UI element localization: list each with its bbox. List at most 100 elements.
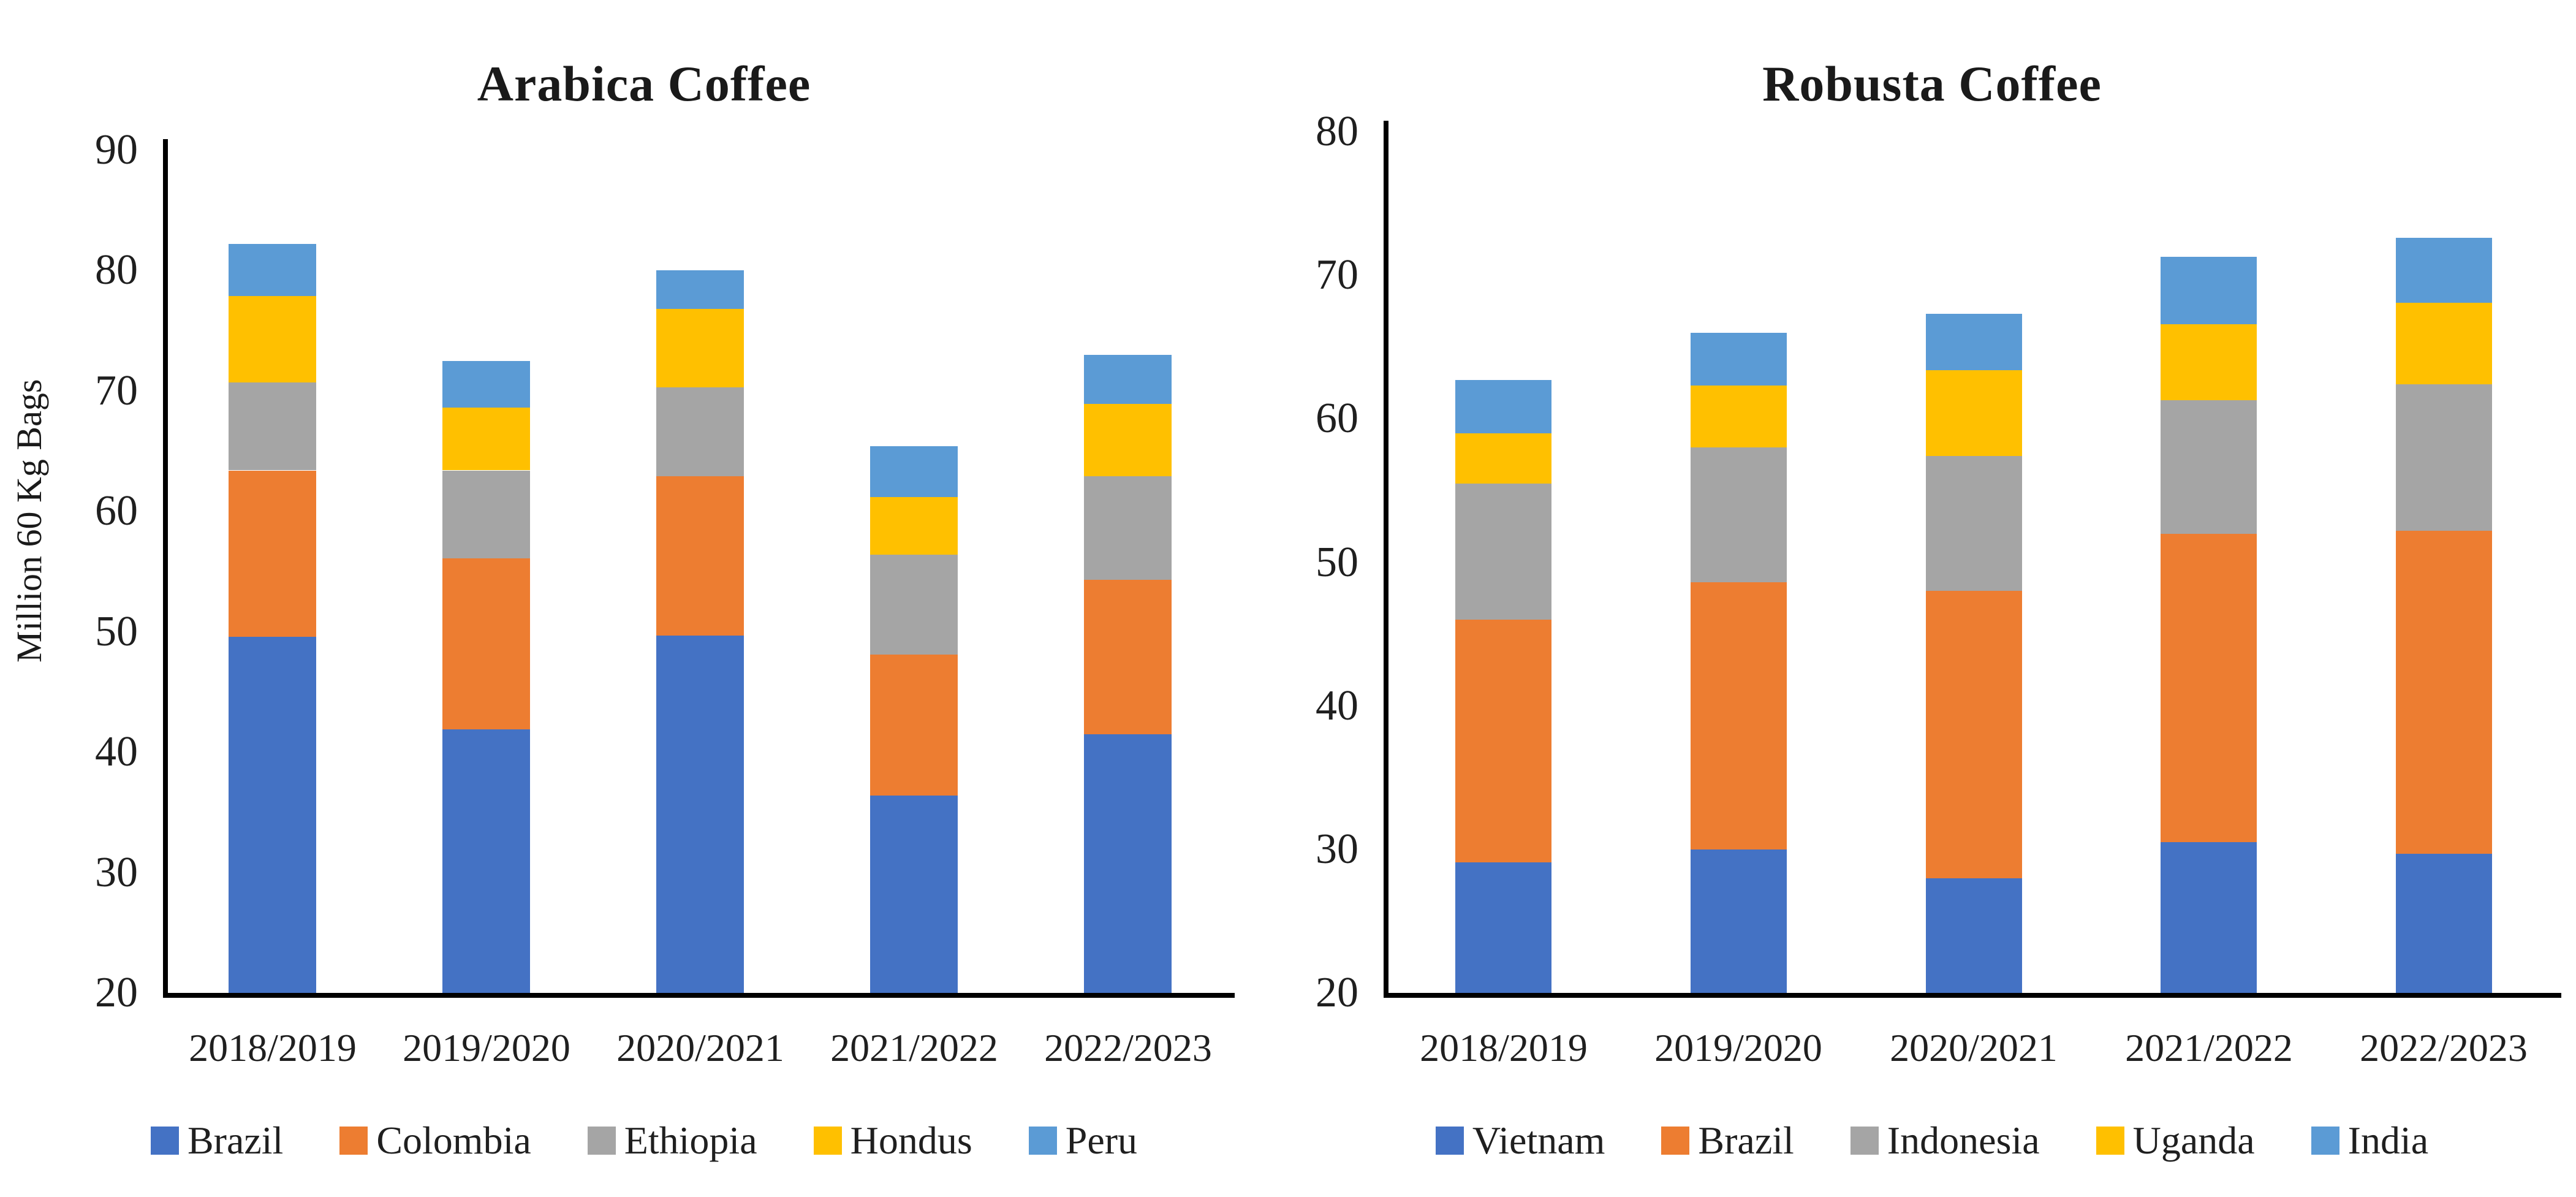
x-category-label: 2021/2022 xyxy=(2125,1026,2293,1070)
bar-segment-uganda-2022/2023 xyxy=(2396,302,2492,385)
robusta-chart-panel: Robusta Coffee 80 70 60 50 40 30 20 2018/2019 20… xyxy=(1288,0,2576,1197)
bar-segment-peru-2020/2021 xyxy=(656,270,744,310)
legend-item-peru: Peru xyxy=(1028,1119,1138,1162)
bar-segment-peru-2021/2022 xyxy=(870,446,958,497)
arabica-legend: Brazil Colombia Ethiopia Hondus Peru xyxy=(0,1120,1288,1161)
bar-segment-ethiopia-2020/2021 xyxy=(656,387,744,477)
legend-swatch-vietnam xyxy=(1435,1127,1464,1155)
bar-segment-peru-2022/2023 xyxy=(1084,354,1172,405)
legend-item-ethiopia: Ethiopia xyxy=(587,1120,757,1161)
bar-segment-india-2021/2022 xyxy=(2161,256,2257,324)
x-axis-line xyxy=(1384,993,2561,998)
bar-segment-colombia-2019/2020 xyxy=(442,558,530,729)
bar-segment-brazil-2018/2019 xyxy=(229,636,316,993)
y-tick-label-40: 40 xyxy=(95,728,138,776)
legend-label-indonesia: Indonesia xyxy=(1887,1119,2040,1162)
y-tick-label-90: 90 xyxy=(95,126,138,173)
arabica-chart-panel: Arabica Coffee Million 60 Kg Bags 90 80 70… xyxy=(0,56,1288,1161)
legend-label-vietnam: Vietnam xyxy=(1472,1119,1605,1162)
robusta-legend: Vietnam Brazil Indonesia Uganda India xyxy=(1288,1120,2576,1161)
bar-segment-ethiopia-2022/2023 xyxy=(1084,476,1172,580)
y-tick-label-20: 20 xyxy=(1316,969,1358,1016)
robusta-chart-title: Robusta Coffee xyxy=(1762,56,2102,112)
bar-segment-brazil-2020/2021 xyxy=(656,635,744,993)
y-tick-label-60: 60 xyxy=(95,487,138,535)
bar-segment-vietnam-2021/2022 xyxy=(2161,842,2257,993)
legend-swatch-india xyxy=(2311,1127,2339,1155)
legend-swatch-uganda xyxy=(2096,1127,2124,1155)
legend-item-vietnam: Vietnam xyxy=(1435,1119,1605,1162)
legend-item-india: India xyxy=(2311,1119,2429,1162)
y-tick-label-40: 40 xyxy=(1316,682,1358,729)
bar-segment-brazil-2018/2019 xyxy=(1455,620,1551,862)
arabica-chart-title: Arabica Coffee xyxy=(477,56,811,112)
x-category-label: 2019/2020 xyxy=(1654,1026,1822,1070)
bar-segment-ethiopia-2018/2019 xyxy=(229,382,316,471)
legend-label-colombia: Colombia xyxy=(376,1119,531,1162)
legend-label-peru: Peru xyxy=(1065,1119,1138,1162)
x-axis-line xyxy=(163,993,1235,998)
bar-segment-colombia-2018/2019 xyxy=(229,470,316,637)
bar-segment-uganda-2020/2021 xyxy=(1926,370,2022,457)
bar-segment-india-2018/2019 xyxy=(1455,380,1551,433)
bar-segment-hondus-2020/2021 xyxy=(656,309,744,387)
x-category-label: 2022/2023 xyxy=(1044,1026,1212,1070)
robusta-plot-area: 80 70 60 50 40 30 20 2018/2019 2019/2020 2020/202… xyxy=(1288,0,2576,1197)
y-axis-line xyxy=(163,139,168,998)
legend-item-colombia: Colombia xyxy=(339,1120,531,1161)
bar-segment-vietnam-2019/2020 xyxy=(1691,849,1787,993)
legend-swatch-brazil xyxy=(1661,1127,1690,1155)
bar-segment-peru-2018/2019 xyxy=(229,244,316,296)
bar-segment-indonesia-2020/2021 xyxy=(1926,456,2022,591)
bar-segment-indonesia-2022/2023 xyxy=(2396,384,2492,531)
x-category-label: 2022/2023 xyxy=(2360,1026,2528,1070)
legend-swatch-colombia xyxy=(339,1127,368,1155)
legend-swatch-indonesia xyxy=(1850,1127,1879,1155)
bar-segment-brazil-2022/2023 xyxy=(1084,734,1172,993)
bar-segment-brazil-2021/2022 xyxy=(870,795,958,993)
legend-label-uganda: Uganda xyxy=(2132,1119,2255,1162)
y-tick-label-20: 20 xyxy=(95,969,138,1016)
bar-segment-hondus-2022/2023 xyxy=(1084,404,1172,477)
legend-item-indonesia: Indonesia xyxy=(1850,1119,2040,1162)
x-category-label: 2021/2022 xyxy=(830,1026,998,1070)
y-axis-line xyxy=(1384,121,1388,998)
legend-swatch-peru xyxy=(1028,1127,1057,1155)
bar-segment-uganda-2021/2022 xyxy=(2161,324,2257,400)
y-tick-label-60: 60 xyxy=(1316,395,1358,443)
legend-label-brazil: Brazil xyxy=(1698,1119,1794,1162)
y-tick-label-50: 50 xyxy=(95,607,138,655)
bar-segment-indonesia-2021/2022 xyxy=(2161,400,2257,534)
y-tick-label-80: 80 xyxy=(95,246,138,294)
bar-segment-indonesia-2019/2020 xyxy=(1691,447,1787,583)
bar-segment-hondus-2019/2020 xyxy=(442,408,530,471)
bar-segment-vietnam-2020/2021 xyxy=(1926,878,2022,993)
legend-swatch-ethiopia xyxy=(587,1127,616,1155)
y-tick-label-80: 80 xyxy=(1316,108,1358,155)
bar-segment-brazil-2019/2020 xyxy=(1691,582,1787,849)
legend-item-brazil: Brazil xyxy=(1661,1120,1794,1161)
bar-segment-india-2019/2020 xyxy=(1691,332,1787,386)
bar-segment-india-2020/2021 xyxy=(1926,314,2022,370)
x-category-label: 2019/2020 xyxy=(403,1026,570,1070)
bar-segment-colombia-2021/2022 xyxy=(870,655,958,796)
y-tick-label-30: 30 xyxy=(95,848,138,896)
bar-segment-uganda-2019/2020 xyxy=(1691,386,1787,448)
bar-segment-hondus-2021/2022 xyxy=(870,496,958,555)
bar-segment-colombia-2022/2023 xyxy=(1084,580,1172,734)
arabica-plot-area: 90 80 70 60 50 40 30 20 2018/2019 2019/2020 2020/2… xyxy=(95,126,1235,1070)
bar-segment-colombia-2020/2021 xyxy=(656,476,744,636)
legend-item-hondus: Hondus xyxy=(813,1120,972,1161)
bar-segment-hondus-2018/2019 xyxy=(229,295,316,383)
legend-label-india: India xyxy=(2347,1119,2429,1162)
bar-segment-peru-2019/2020 xyxy=(442,360,530,408)
x-category-label: 2018/2019 xyxy=(1420,1026,1588,1070)
bar-segment-ethiopia-2019/2020 xyxy=(442,470,530,558)
bar-segment-brazil-2020/2021 xyxy=(1926,591,2022,878)
bar-segment-ethiopia-2021/2022 xyxy=(870,555,958,655)
bar-segment-indonesia-2018/2019 xyxy=(1455,483,1551,620)
bar-segment-vietnam-2022/2023 xyxy=(2396,853,2492,993)
y-tick-label-70: 70 xyxy=(95,367,138,414)
bar-segment-brazil-2021/2022 xyxy=(2161,533,2257,843)
